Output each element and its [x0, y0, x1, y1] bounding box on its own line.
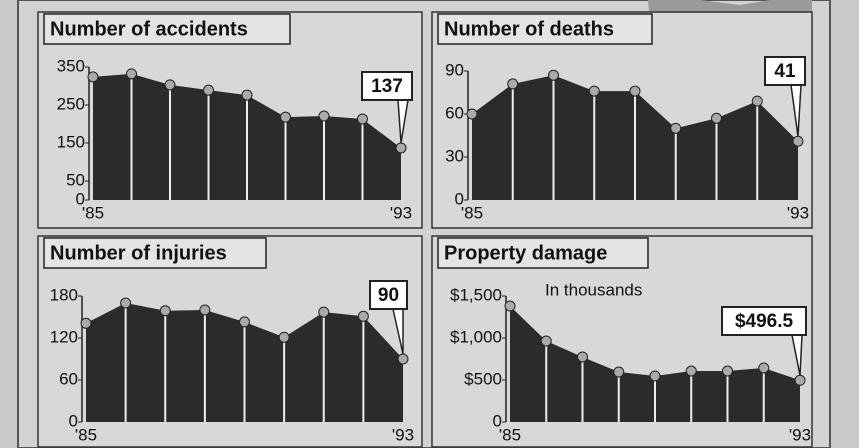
- point: [127, 69, 137, 79]
- point: [549, 70, 559, 80]
- point: [240, 317, 250, 327]
- point: [508, 79, 518, 89]
- x-tick-label: '93: [789, 425, 811, 444]
- y-tick-label: 350: [57, 56, 85, 75]
- y-tick-label: 60: [59, 369, 78, 388]
- point: [398, 354, 408, 364]
- x-tick-label: '85: [461, 203, 483, 222]
- point: [759, 363, 769, 373]
- y-tick-label: $500: [464, 369, 502, 388]
- y-tick-label: 250: [57, 94, 85, 113]
- point: [589, 86, 599, 96]
- x-tick-label: '85: [499, 425, 521, 444]
- page: {"chart_data": [ {"type": "area", "title…: [0, 0, 859, 448]
- point: [200, 305, 210, 315]
- point: [723, 366, 733, 376]
- data-label: 41: [774, 61, 796, 82]
- y-tick-label: 50: [66, 170, 85, 189]
- point: [319, 307, 329, 317]
- y-tick-label: 120: [50, 327, 78, 346]
- x-tick-label: '93: [390, 203, 412, 222]
- data-label: 90: [378, 285, 399, 306]
- point: [795, 375, 805, 385]
- y-tick-label: 30: [445, 146, 464, 165]
- data-label: $496.5: [735, 311, 794, 332]
- point: [281, 112, 291, 122]
- point: [712, 113, 722, 123]
- chart-title: Property damage: [444, 242, 607, 264]
- point: [242, 90, 252, 100]
- point: [204, 85, 214, 95]
- y-tick-label: $1,500: [450, 285, 502, 304]
- point: [671, 123, 681, 133]
- x-tick-label: '93: [392, 425, 414, 444]
- x-tick-label: '85: [82, 203, 104, 222]
- chart-title: Number of deaths: [444, 18, 614, 40]
- point: [541, 336, 551, 346]
- point: [165, 80, 175, 90]
- point: [686, 366, 696, 376]
- point: [752, 96, 762, 106]
- point: [358, 311, 368, 321]
- x-tick-label: '85: [75, 425, 97, 444]
- point: [319, 111, 329, 121]
- point: [358, 114, 368, 124]
- point: [160, 306, 170, 316]
- y-tick-label: 150: [57, 132, 85, 151]
- point: [630, 86, 640, 96]
- point: [279, 332, 289, 342]
- point: [793, 136, 803, 146]
- point: [614, 367, 624, 377]
- data-label: 137: [371, 76, 403, 97]
- point: [467, 109, 477, 119]
- y-tick-label: 60: [445, 103, 464, 122]
- chart-title: Number of injuries: [50, 242, 227, 264]
- y-tick-label: 180: [50, 285, 78, 304]
- point: [650, 371, 660, 381]
- point: [505, 301, 515, 311]
- point: [121, 298, 131, 308]
- x-tick-label: '93: [787, 203, 809, 222]
- y-tick-label: 90: [445, 60, 464, 79]
- point: [578, 352, 588, 362]
- point: [396, 143, 406, 153]
- chart: Number of accidents050150250350'85'93137…: [0, 0, 859, 448]
- chart-title: Number of accidents: [50, 18, 248, 40]
- point: [88, 72, 98, 82]
- y-tick-label: $1,000: [450, 327, 502, 346]
- subtitle: In thousands: [545, 280, 642, 299]
- point: [81, 318, 91, 328]
